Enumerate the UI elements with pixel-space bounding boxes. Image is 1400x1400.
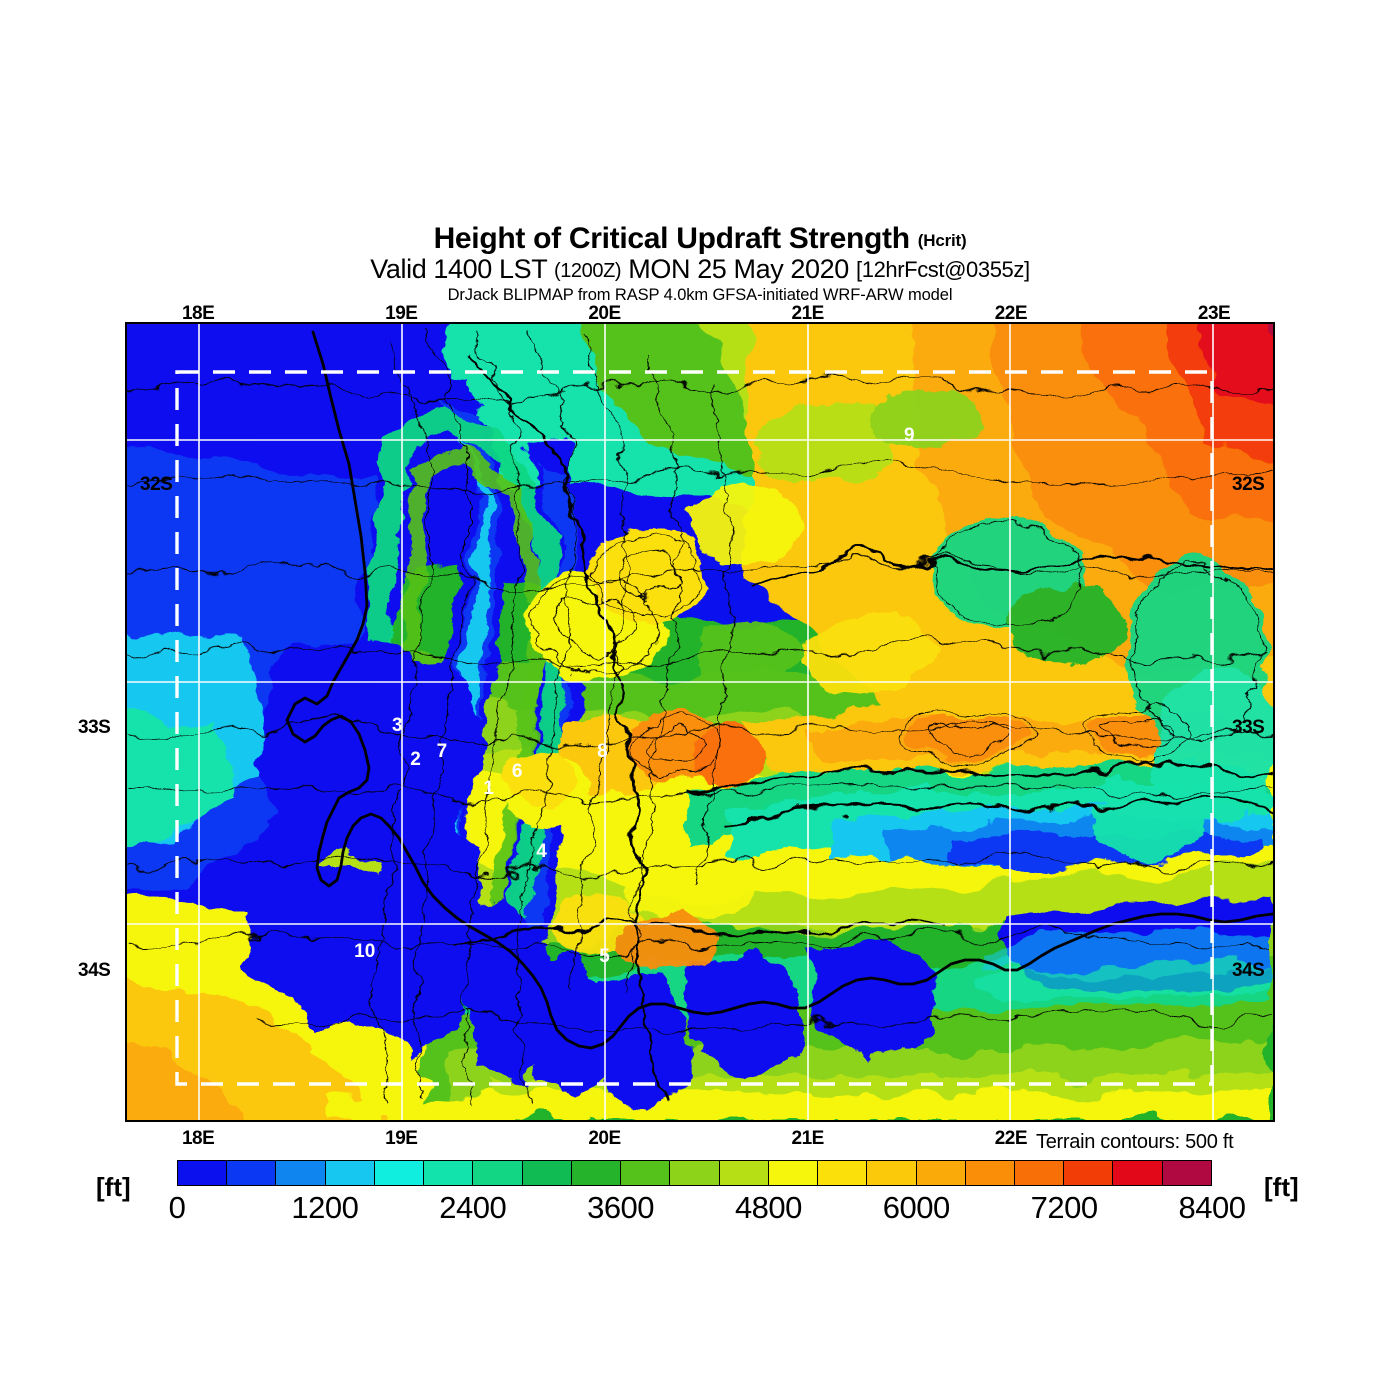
colorbar-tick-8400: 8400 xyxy=(1178,1190,1246,1225)
colorbar-tick-3600: 3600 xyxy=(587,1190,655,1225)
colorbar-band-8 xyxy=(571,1161,622,1185)
lat-label-left-32s: 32S xyxy=(140,473,173,495)
colorbar-tick-1200: 1200 xyxy=(291,1190,359,1225)
valid-time-utc: (1200Z) xyxy=(553,260,622,282)
lon-label-top-23e: 23E xyxy=(1197,303,1231,324)
colorbar-band-7 xyxy=(522,1161,572,1185)
colorbar-band-14 xyxy=(867,1161,917,1185)
colorbar[interactable] xyxy=(177,1160,1212,1186)
terrain-contour-note: Terrain contours: 500 ft xyxy=(1036,1131,1234,1153)
colorbar-band-3 xyxy=(325,1161,375,1185)
colorbar-band-6 xyxy=(473,1161,523,1185)
valid-time-prefix: Valid 1400 LST xyxy=(370,254,547,284)
lat-label-right-33s: 33S xyxy=(1232,717,1265,739)
colorbar-unit-right: [ft] xyxy=(1264,1172,1299,1202)
lon-label-bottom-22e: 22E xyxy=(994,1128,1028,1149)
map-plot-area[interactable] xyxy=(125,322,1275,1122)
colorbar-band-5 xyxy=(424,1161,474,1185)
valid-time-line: Valid 1400 LST (1200Z) MON 25 May 2020 [… xyxy=(0,256,1400,283)
colorbar-tick-4800: 4800 xyxy=(734,1190,802,1225)
colorbar-band-19 xyxy=(1113,1161,1163,1185)
map-canvas xyxy=(127,324,1273,1120)
lon-label-top-18e: 18E xyxy=(181,303,215,324)
colorbar-band-0 xyxy=(178,1161,228,1185)
valid-date: MON 25 May 2020 xyxy=(628,254,849,284)
colorbar-tick-7200: 7200 xyxy=(1030,1190,1098,1225)
lat-label-right-32s: 32S xyxy=(1232,473,1265,495)
colorbar-band-4 xyxy=(374,1161,425,1185)
lat-label-left-34s: 34S xyxy=(78,960,111,982)
lon-label-bottom-19e: 19E xyxy=(385,1128,418,1149)
colorbar-band-11 xyxy=(719,1161,769,1185)
colorbar-band-17 xyxy=(1014,1161,1065,1185)
colorbar-band-15 xyxy=(916,1161,966,1185)
lon-label-bottom-18e: 18E xyxy=(181,1128,215,1149)
colorbar-unit-left: [ft] xyxy=(96,1172,131,1202)
colorbar-band-2 xyxy=(276,1161,326,1185)
colorbar-tick-0: 0 xyxy=(168,1190,186,1225)
colorbar-band-13 xyxy=(818,1161,868,1185)
lon-label-top-19e: 19E xyxy=(385,303,418,324)
model-attribution: DrJack BLIPMAP from RASP 4.0km GFSA-init… xyxy=(447,286,953,304)
lon-label-top-22e: 22E xyxy=(994,303,1028,324)
colorbar-band-9 xyxy=(621,1161,671,1185)
lon-label-bottom-20e: 20E xyxy=(588,1128,621,1149)
colorbar-band-10 xyxy=(670,1161,720,1185)
lat-label-right-34s: 34S xyxy=(1232,960,1265,982)
colorbar-tick-6000: 6000 xyxy=(882,1190,950,1225)
lon-label-top-21e: 21E xyxy=(791,303,825,324)
colorbar-band-12 xyxy=(768,1161,819,1185)
page-title: Height of Critical Updraft Strength (Hcr… xyxy=(0,224,1400,254)
colorbar-tick-2400: 2400 xyxy=(439,1190,507,1225)
lon-label-bottom-21e: 21E xyxy=(791,1128,825,1149)
lat-label-left-33s: 33S xyxy=(78,717,111,739)
page-title-suffix: (Hcrit) xyxy=(917,231,967,250)
colorbar-band-20 xyxy=(1162,1161,1211,1185)
title-block: Height of Critical Updraft Strength (Hcr… xyxy=(0,224,1400,304)
colorbar-band-18 xyxy=(1064,1161,1114,1185)
lon-label-top-20e: 20E xyxy=(588,303,621,324)
colorbar-band-1 xyxy=(227,1161,277,1185)
page-title-text: Height of Critical Updraft Strength xyxy=(433,222,910,255)
colorbar-band-16 xyxy=(965,1161,1015,1185)
forecast-tag: [12hrFcst@0355z] xyxy=(856,257,1030,282)
colorbar-bands xyxy=(177,1160,1212,1186)
